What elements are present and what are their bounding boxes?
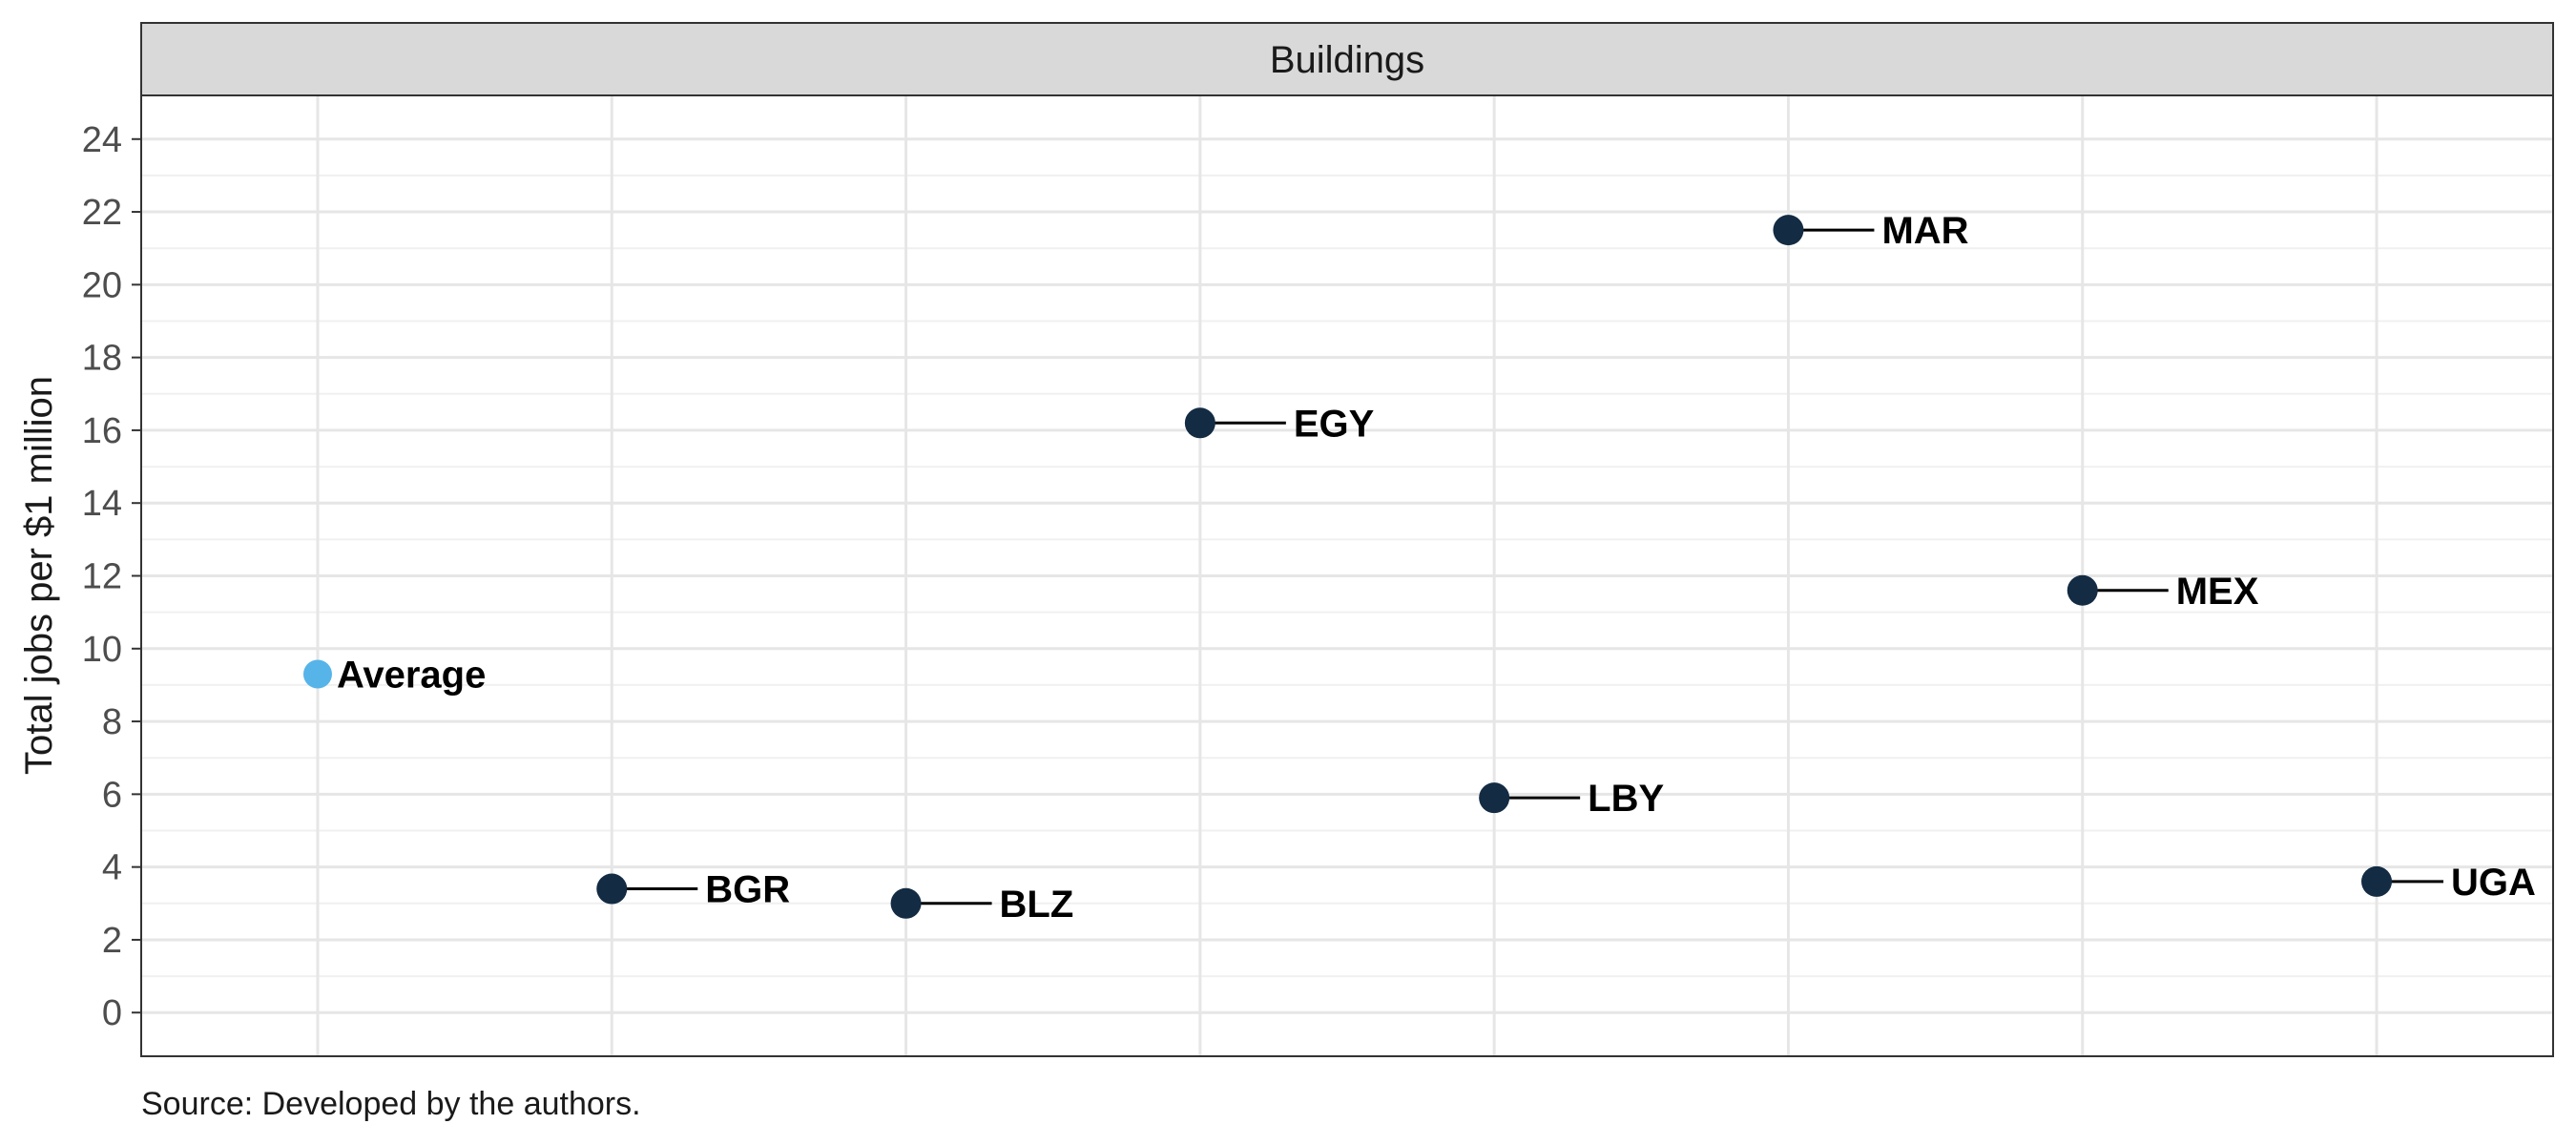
point-marker	[2067, 574, 2098, 606]
point-label: BLZ	[1000, 884, 1074, 926]
point-mar: MAR	[1773, 210, 1969, 252]
y-tick-label: 22	[82, 193, 122, 233]
facet-strip-title: Buildings	[1270, 39, 1424, 81]
point-marker	[1184, 407, 1215, 439]
point-marker	[890, 887, 922, 919]
point-marker	[596, 873, 628, 905]
y-tick-label: 18	[82, 339, 122, 379]
point-bgr: BGR	[596, 869, 790, 911]
data-points: Average BGR BLZ EGY LBY MAR MEX UGA	[302, 210, 2536, 926]
point-label: MAR	[1881, 210, 1968, 252]
y-tick-label: 0	[102, 993, 122, 1033]
point-average: Average	[302, 654, 486, 696]
y-tick-label: 6	[102, 775, 122, 815]
point-egy: EGY	[1184, 403, 1375, 445]
y-tick-label: 20	[82, 265, 122, 305]
point-label: EGY	[1294, 403, 1375, 445]
average-point-marker	[302, 659, 332, 689]
chart-caption: Source: Developed by the authors.	[141, 1086, 641, 1122]
point-uga: UGA	[2361, 862, 2536, 904]
point-lby: LBY	[1479, 778, 1664, 820]
point-label: BGR	[705, 869, 790, 911]
point-label: Average	[337, 654, 486, 696]
point-mex: MEX	[2067, 571, 2259, 613]
y-tick-label: 16	[82, 411, 122, 451]
point-label: MEX	[2176, 571, 2259, 613]
y-tick-label: 8	[102, 702, 122, 742]
y-tick-label: 14	[82, 484, 122, 524]
point-marker	[2361, 865, 2393, 897]
point-marker	[1479, 782, 1510, 814]
point-blz: BLZ	[890, 884, 1074, 926]
minor-gridlines	[141, 174, 2553, 978]
facet-strip	[140, 22, 2554, 96]
y-axis-title: Total jobs per $1 million	[18, 376, 60, 775]
y-tick-label: 10	[82, 630, 122, 670]
point-label: LBY	[1588, 778, 1664, 820]
y-tick-label: 2	[102, 921, 122, 961]
point-marker	[1773, 215, 1804, 246]
y-tick-label: 24	[82, 120, 122, 160]
major-gridlines	[141, 95, 2553, 1056]
y-tick-label: 12	[82, 557, 122, 597]
y-tick-label: 4	[102, 848, 122, 888]
point-label: UGA	[2451, 862, 2536, 904]
